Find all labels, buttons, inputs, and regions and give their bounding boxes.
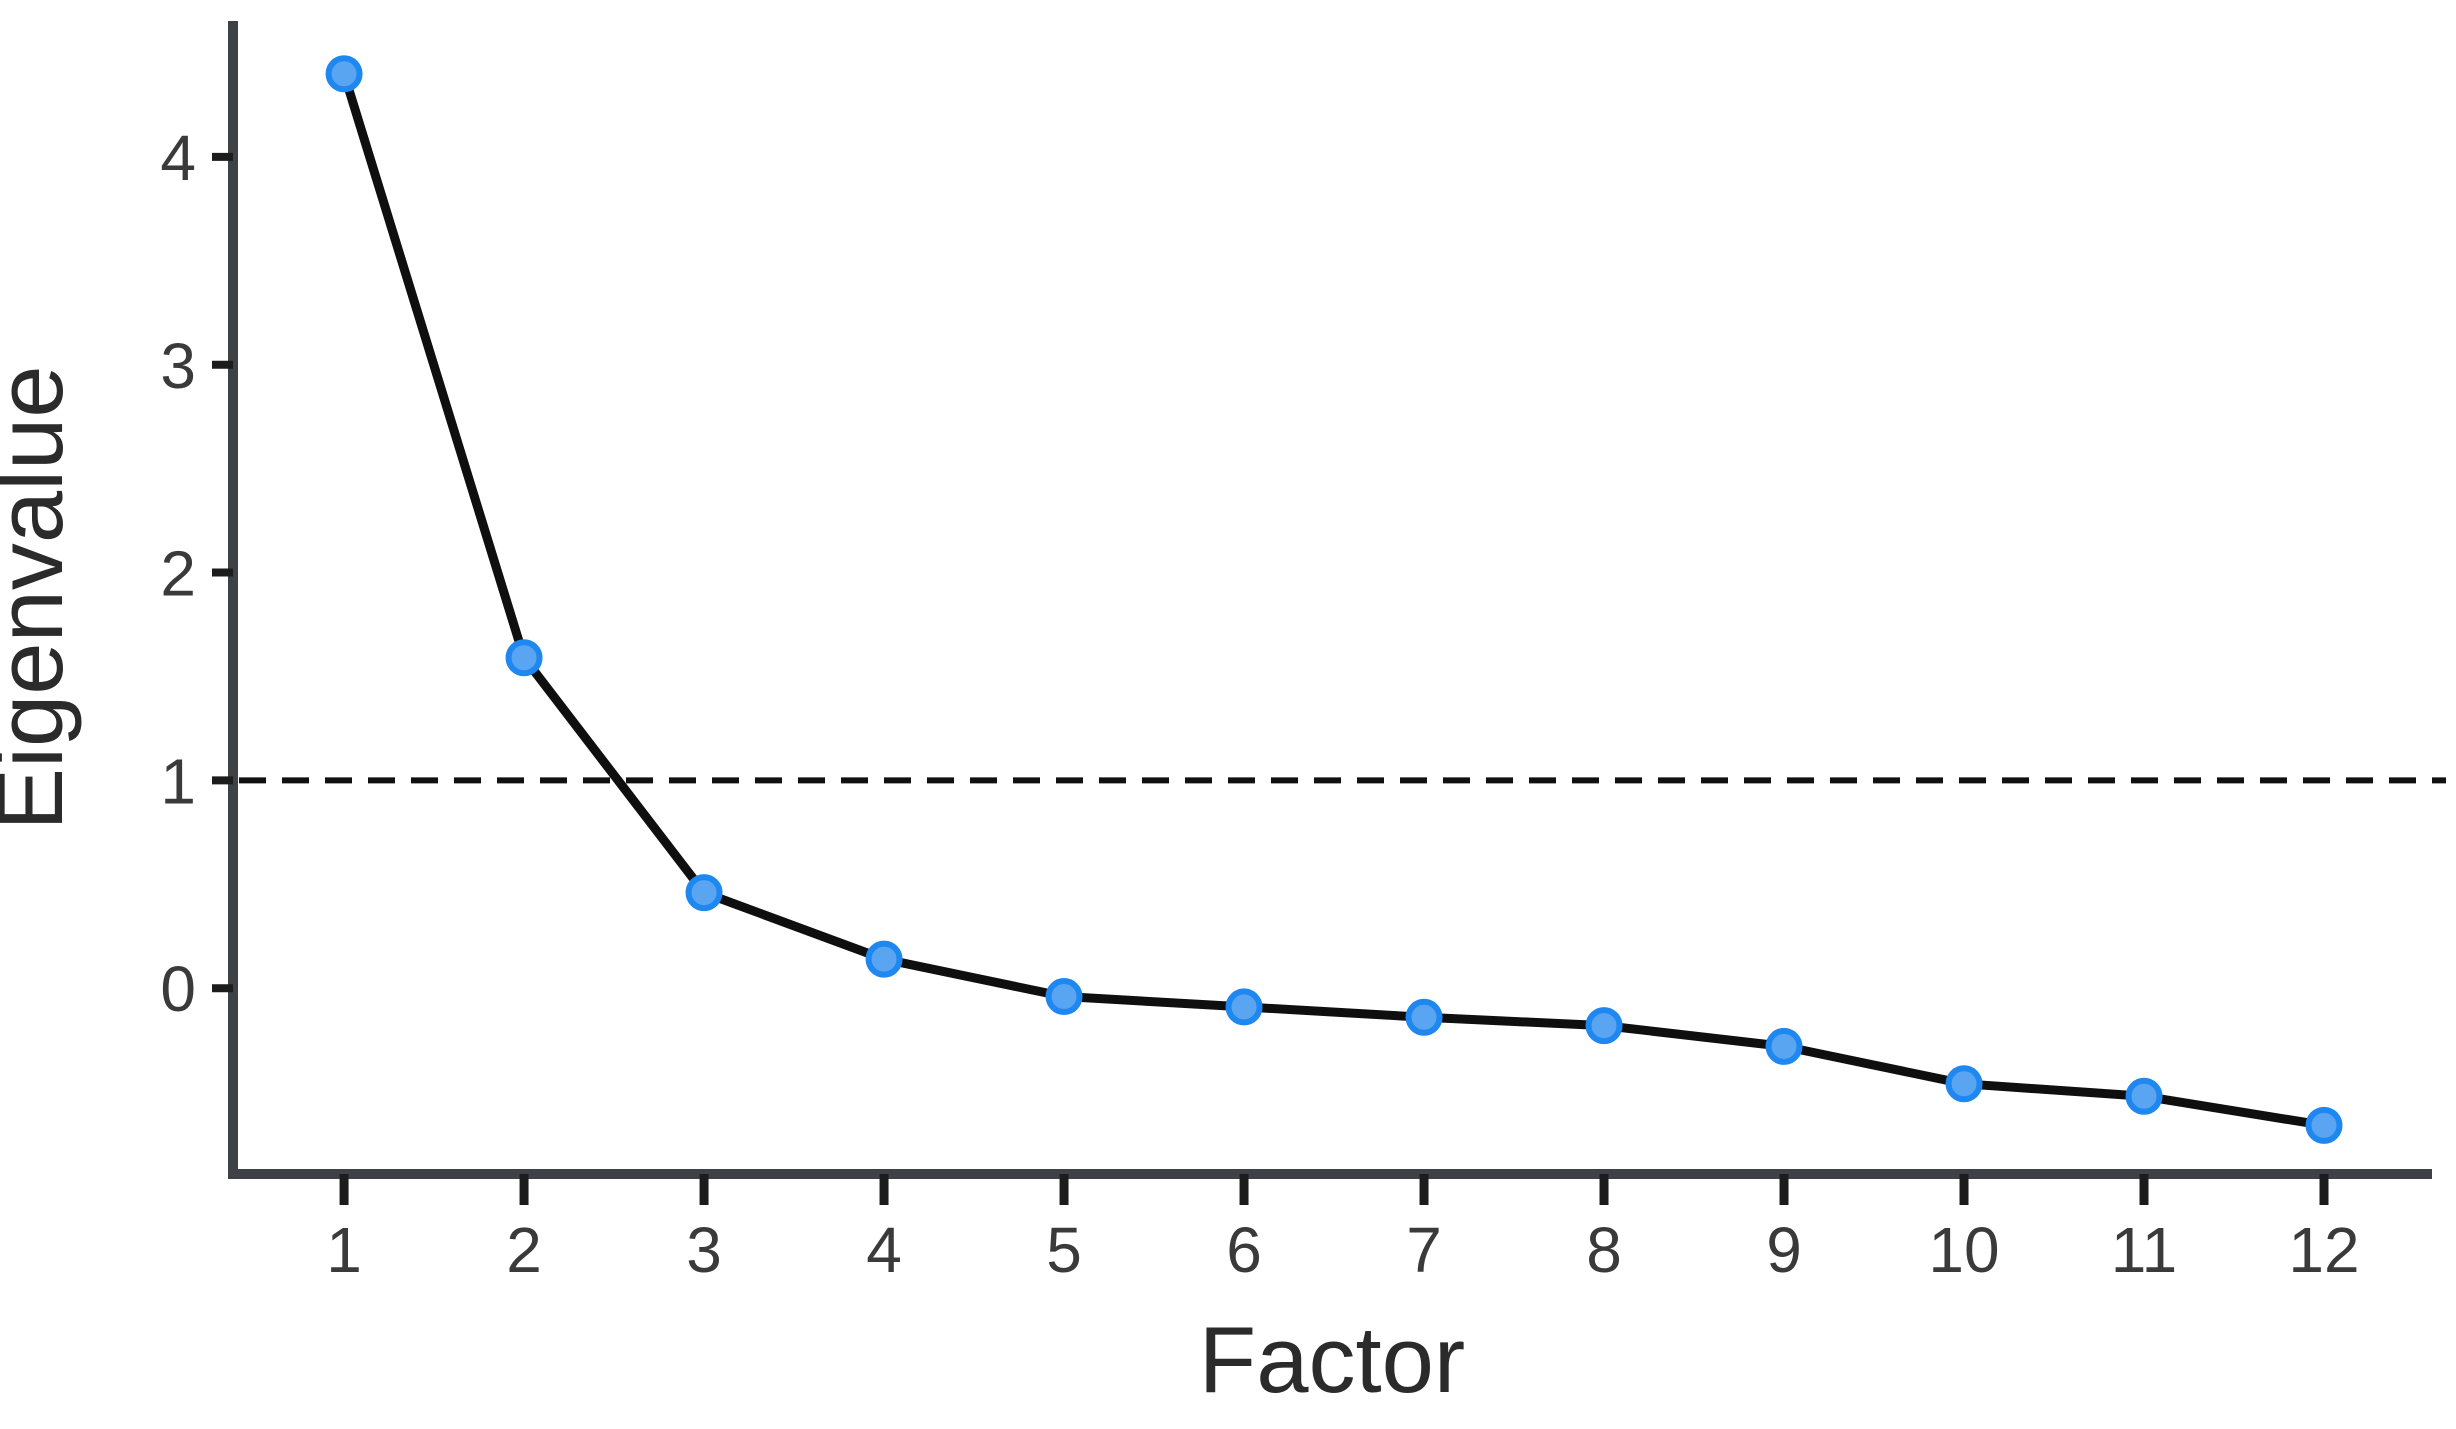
y-tick-label: 2 (160, 538, 196, 610)
axes-layer (228, 21, 2432, 1179)
x-tick-label: 1 (326, 1214, 362, 1286)
x-tick-label: 10 (1928, 1214, 1999, 1286)
data-point-factor-2 (505, 639, 543, 677)
x-tick-label: 5 (1046, 1214, 1082, 1286)
scree-line (339, 72, 2325, 1130)
y-tick-label: 0 (160, 953, 196, 1025)
x-axis-title: Factor (1199, 1307, 1465, 1412)
data-point-factor-6 (1225, 988, 1263, 1026)
y-tick-label: 4 (160, 122, 196, 194)
data-point-factor-5 (1045, 978, 1083, 1016)
data-point-factor-12 (2305, 1106, 2343, 1144)
x-tick-label: 6 (1226, 1214, 1262, 1286)
data-point-factor-8 (1585, 1007, 1623, 1045)
x-tick-label: 8 (1586, 1214, 1622, 1286)
y-tick-label: 1 (160, 745, 196, 817)
x-tick-label: 2 (506, 1214, 542, 1286)
x-tick-label: 9 (1766, 1214, 1802, 1286)
x-tick-label: 12 (2288, 1214, 2359, 1286)
data-point-factor-1 (325, 55, 363, 93)
data-point-factor-9 (1765, 1027, 1803, 1065)
data-points-layer (325, 55, 2343, 1144)
x-tick-label: 7 (1406, 1214, 1442, 1286)
data-point-factor-11 (2125, 1077, 2163, 1115)
data-point-factor-7 (1405, 998, 1443, 1036)
y-tick-label: 3 (160, 330, 196, 402)
data-point-factor-3 (685, 874, 723, 912)
y-axis-ticks: 0 1 2 3 4 (160, 122, 233, 1025)
data-point-factor-4 (865, 940, 903, 978)
x-tick-label: 4 (866, 1214, 902, 1286)
data-point-factor-10 (1945, 1065, 1983, 1103)
y-axis-title: Eigenvalue (0, 365, 82, 830)
x-tick-label: 3 (686, 1214, 722, 1286)
x-tick-label: 11 (2111, 1214, 2177, 1286)
x-axis-ticks: 1 2 3 4 5 6 7 8 9 10 11 12 (326, 1174, 2360, 1286)
scree-line-layer (339, 72, 2325, 1130)
